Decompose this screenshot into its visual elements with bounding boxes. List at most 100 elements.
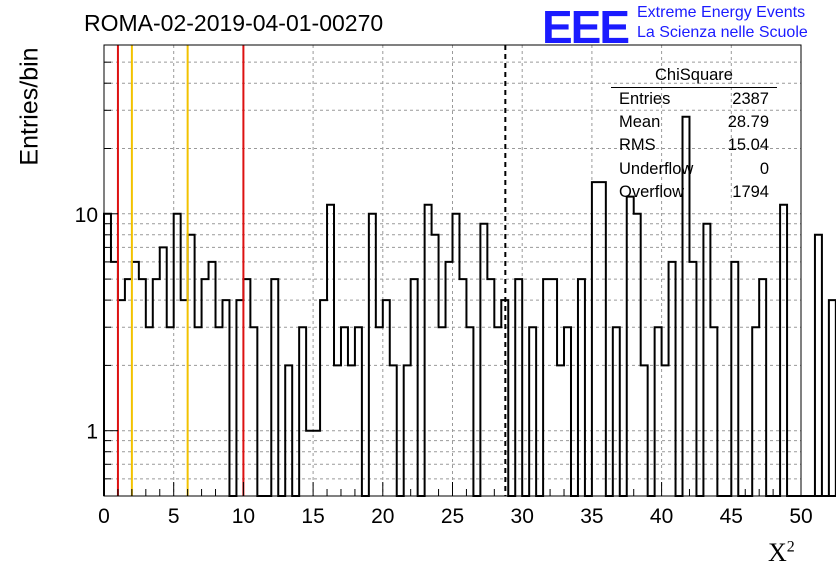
- x-tick-label: 25: [441, 505, 464, 528]
- x-tick-label: 10: [232, 505, 255, 528]
- stats-key: Entries: [619, 90, 671, 108]
- stats-key: Mean: [619, 113, 661, 132]
- stats-row-entries: Entries 2387: [611, 88, 777, 111]
- histogram-bin: [411, 279, 418, 496]
- histogram-bin: [132, 262, 139, 496]
- x-axis-label-sup: 2: [786, 538, 795, 556]
- histogram-bin: [439, 327, 446, 496]
- histogram-bin: [459, 279, 466, 496]
- histogram-bin: [299, 327, 306, 496]
- stats-key: Overflow: [619, 182, 685, 201]
- logo-line-1: Extreme Energy Events: [637, 4, 806, 21]
- histogram-bin: [209, 262, 216, 496]
- histogram-bin: [780, 205, 787, 496]
- histogram-bin: [383, 300, 390, 496]
- histogram-bin: [167, 327, 174, 496]
- histogram-outline: [103, 115, 836, 497]
- histogram-bin: [327, 205, 334, 496]
- histogram-bin: [703, 224, 710, 496]
- histogram-bin: [578, 279, 585, 496]
- histogram-bin: [669, 262, 676, 496]
- histogram-bin: [104, 214, 111, 496]
- stats-value: 1794: [732, 182, 769, 201]
- stats-value: 0: [759, 159, 769, 178]
- stats-value: 28.79: [727, 113, 769, 132]
- histogram-bin: [829, 300, 836, 496]
- histogram-bin: [376, 327, 383, 496]
- stats-row-mean: Mean 28.79: [611, 111, 777, 134]
- histogram-bin: [550, 279, 557, 496]
- histogram-bin: [627, 197, 634, 496]
- eee-logo: EEE: [542, 1, 630, 53]
- histogram-bin: [118, 300, 125, 496]
- histogram-bin: [689, 262, 696, 496]
- stats-key: RMS: [619, 136, 656, 155]
- x-tick-label: 20: [371, 505, 394, 528]
- stats-value: 15.04: [727, 136, 769, 155]
- histogram-bin: [250, 327, 257, 496]
- histogram-bin: [453, 214, 460, 496]
- histogram-bin: [634, 214, 641, 496]
- histogram-bin: [153, 279, 160, 496]
- histogram-bin: [592, 182, 599, 496]
- axes-frame: [103, 44, 802, 497]
- histogram-bin: [446, 262, 453, 496]
- histogram-bin: [222, 300, 229, 496]
- histogram-bin: [480, 224, 487, 496]
- x-axis-label: X2: [768, 538, 795, 568]
- stats-row-overflow: Overflow 1794: [611, 181, 777, 204]
- x-tick-label: 50: [789, 505, 812, 528]
- histogram-bin: [425, 205, 432, 496]
- histogram-bin: [355, 327, 362, 496]
- x-tick-label: 45: [720, 505, 743, 528]
- histogram-bin: [487, 279, 494, 496]
- stats-box: ChiSquare Entries 2387 Mean 28.79 RMS 15.04…: [611, 66, 777, 204]
- x-tick-label: 35: [580, 505, 603, 528]
- histogram-bin: [320, 300, 327, 496]
- histogram-bin: [815, 235, 822, 496]
- x-tick-label: 15: [301, 505, 324, 528]
- histogram-bin: [111, 262, 118, 496]
- x-tick-label: 5: [168, 505, 180, 528]
- histogram-bin: [174, 214, 181, 496]
- histogram-bin: [181, 300, 188, 496]
- histogram-bin: [599, 182, 606, 496]
- histogram-bin: [146, 327, 153, 496]
- stats-row-rms: RMS 15.04: [611, 134, 777, 157]
- marker-lines: [116, 45, 507, 496]
- histogram-bin: [759, 279, 766, 496]
- x-axis-label-base: X: [768, 538, 787, 567]
- histogram-bin: [243, 279, 250, 496]
- y-tick-label: 10: [75, 204, 98, 227]
- y-tick-label: 1: [86, 421, 98, 444]
- histogram-bin: [466, 327, 473, 496]
- histogram-series: [103, 115, 836, 497]
- histogram-bin: [529, 327, 536, 496]
- histogram-bin: [125, 279, 132, 496]
- stats-header: ChiSquare: [611, 66, 777, 88]
- x-tick-label: 30: [511, 505, 534, 528]
- stats-value: 2387: [732, 90, 769, 108]
- histogram-bin: [216, 327, 223, 496]
- histogram-bin: [195, 327, 202, 496]
- histogram-bin: [236, 300, 243, 496]
- histogram-bin: [655, 327, 662, 496]
- stats-row-underflow: Underflow 0: [611, 158, 777, 181]
- stats-key: Underflow: [619, 159, 694, 178]
- histogram-bin: [613, 327, 620, 496]
- histogram-bin: [160, 247, 167, 496]
- histogram-bin: [494, 327, 501, 496]
- histogram-bin: [564, 327, 571, 496]
- histogram-bin: [202, 279, 209, 496]
- histogram-bin: [515, 279, 522, 496]
- tick-labels: 0 5 10 15 20 25 30 35 40 45 50 1 10: [75, 204, 813, 528]
- x-tick-label: 40: [650, 505, 673, 528]
- histogram-bin: [341, 327, 348, 496]
- histogram-bin: [752, 327, 759, 496]
- logo-line-2: La Scienza nelle Scuole: [637, 24, 808, 41]
- histogram-bin: [710, 327, 717, 496]
- y-axis-label: Entries/bin: [15, 47, 44, 166]
- x-tick-label: 0: [98, 505, 110, 528]
- histogram-bin: [139, 279, 146, 496]
